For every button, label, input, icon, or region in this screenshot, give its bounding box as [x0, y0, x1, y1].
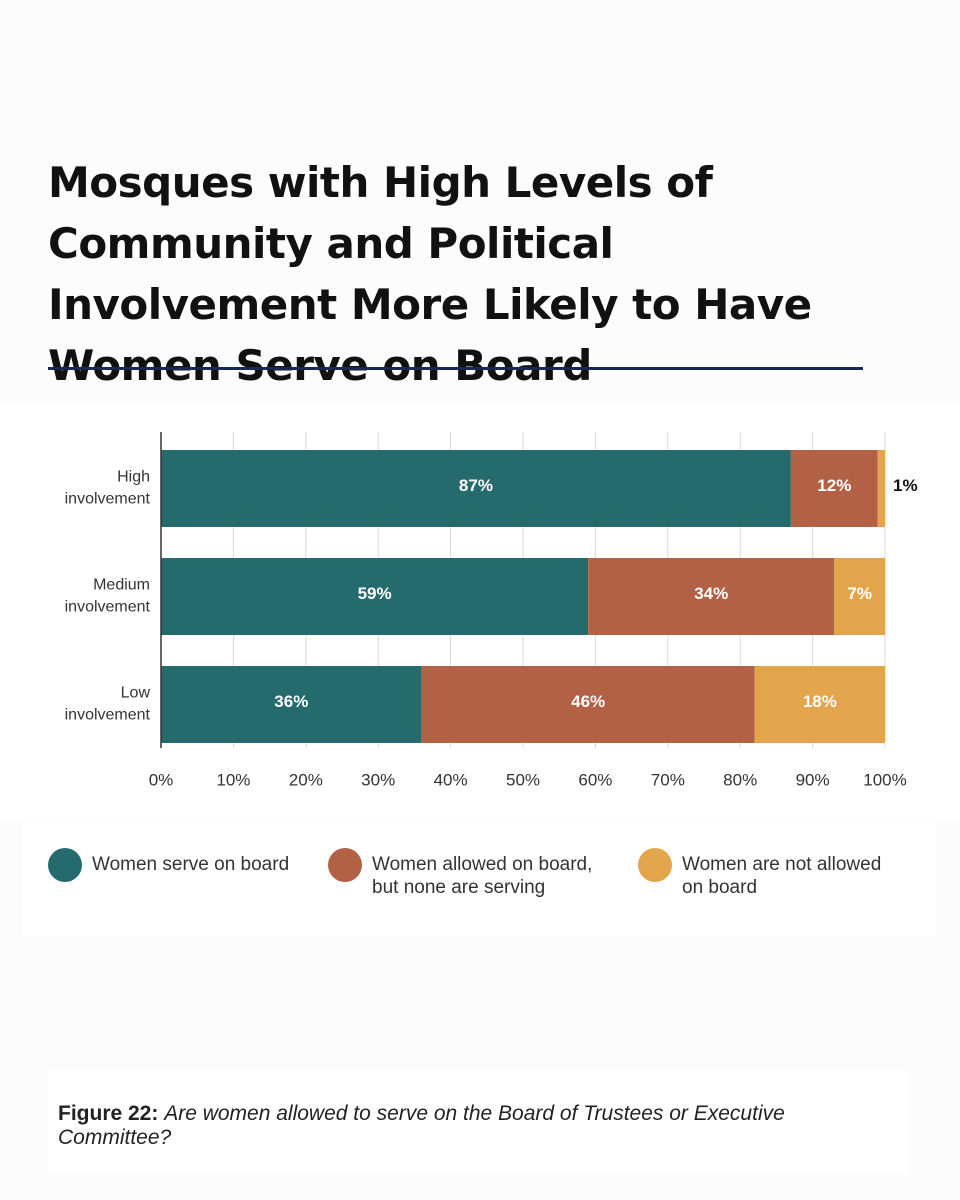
- x-tick-label: 40%: [434, 770, 468, 789]
- bar-segment: [161, 666, 422, 743]
- stacked-bar-chart: 87% 12% 1% High involvement 59% 34% 7% Medium inv…: [65, 432, 918, 789]
- bar-segment: [588, 558, 835, 635]
- legend-label: Women are not allowed on board: [682, 854, 882, 898]
- legend-item-women-allowed: Women allowed on board, but none are ser…: [328, 848, 592, 899]
- caption-text: Are women allowed to serve on the Board …: [58, 1102, 785, 1149]
- figure-caption: Figure 22: Are women allowed to serve on…: [58, 1102, 898, 1150]
- category-label: Low: [121, 685, 151, 702]
- x-tick-label: 80%: [723, 770, 757, 789]
- bar-segment: [161, 450, 791, 527]
- bar-data-label: 36%: [274, 692, 308, 711]
- bar-segment: [877, 450, 885, 527]
- caption-label: Figure 22:: [58, 1102, 159, 1125]
- bar-data-label: 46%: [571, 692, 605, 711]
- legend-item-women-serve: Women serve on board: [48, 848, 289, 882]
- bar-data-label: 1%: [893, 476, 918, 495]
- bar-data-label: 34%: [694, 584, 728, 603]
- bar-data-label: 18%: [803, 692, 837, 711]
- x-tick-label: 10%: [216, 770, 250, 789]
- category-label: High: [117, 469, 150, 486]
- bar-segment: [834, 558, 885, 635]
- x-tick-label: 20%: [289, 770, 323, 789]
- x-tick-label: 70%: [651, 770, 685, 789]
- category-label: involvement: [65, 491, 151, 508]
- title-block: Mosques with High Levels of Community an…: [48, 152, 908, 396]
- x-tick-label: 50%: [506, 770, 540, 789]
- bar-data-label: 59%: [358, 584, 392, 603]
- legend-label: Women serve on board: [92, 854, 290, 875]
- bar-segment: [790, 450, 878, 527]
- category-label: involvement: [65, 707, 151, 724]
- legend-item-women-not-allowed: Women are not allowed on board: [638, 848, 881, 899]
- x-tick-label: 30%: [361, 770, 395, 789]
- bar-data-label: 7%: [847, 584, 872, 603]
- category-label: involvement: [65, 599, 151, 616]
- category-label: Medium: [93, 577, 150, 594]
- legend-panel: [22, 822, 936, 936]
- legend-label: Women allowed on board, but none are ser…: [372, 854, 593, 898]
- bar-segment: [161, 558, 589, 635]
- x-tick-label: 0%: [149, 770, 174, 789]
- x-tick-label: 90%: [796, 770, 830, 789]
- x-tick-label: 100%: [863, 770, 906, 789]
- legend-swatch-orange-icon: [638, 848, 672, 882]
- title-divider: [48, 367, 863, 370]
- bar-segment: [421, 666, 755, 743]
- legend-swatch-teal-icon: [48, 848, 82, 882]
- legend-swatch-rust-icon: [328, 848, 362, 882]
- x-tick-label: 60%: [578, 770, 612, 789]
- bar-segment: [754, 666, 885, 743]
- caption-panel: [48, 1070, 908, 1174]
- bar-data-label: 12%: [817, 476, 851, 495]
- bar-data-label: 87%: [459, 476, 493, 495]
- chart-title: Mosques with High Levels of Community an…: [48, 158, 812, 390]
